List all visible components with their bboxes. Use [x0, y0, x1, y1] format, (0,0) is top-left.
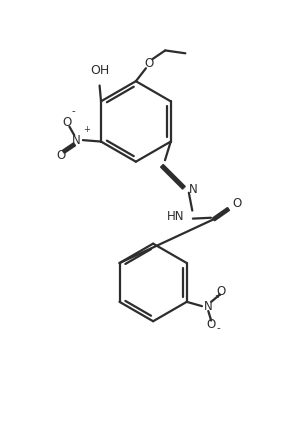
Text: N: N: [72, 134, 81, 147]
Text: O: O: [62, 116, 71, 129]
Text: HN: HN: [167, 210, 184, 223]
Text: N: N: [189, 182, 198, 195]
Text: -: -: [217, 323, 221, 333]
Text: O: O: [144, 56, 153, 70]
Text: O: O: [56, 149, 65, 162]
Text: O: O: [217, 285, 226, 298]
Text: +: +: [83, 125, 90, 134]
Text: N: N: [204, 300, 213, 312]
Text: -: -: [72, 106, 75, 116]
Text: O: O: [233, 198, 242, 210]
Text: OH: OH: [90, 64, 109, 78]
Text: O: O: [207, 318, 216, 331]
Text: +: +: [215, 291, 221, 300]
